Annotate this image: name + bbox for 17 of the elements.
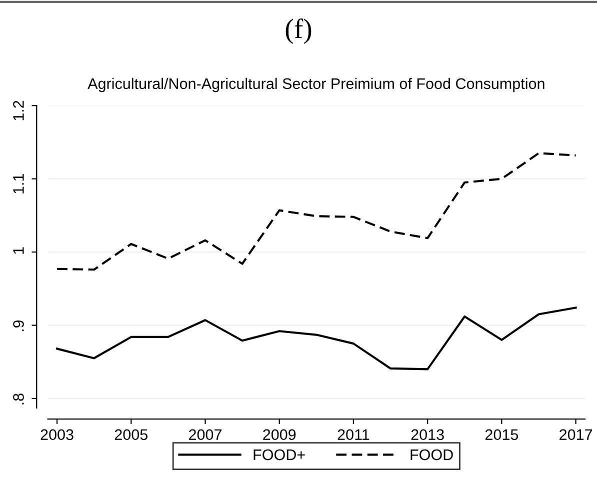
y-tick-label: 1 (13, 247, 24, 254)
y-tick-label: .8 (13, 394, 24, 404)
x-tick-label: 2005 (114, 429, 148, 440)
chart-title: Agricultural/Non-Agricultural Sector Preimium of Food Consumption (88, 78, 544, 92)
legend-label: FOOD (410, 449, 453, 460)
x-tick-label: 2015 (485, 429, 518, 440)
x-tick-label: 2003 (40, 429, 74, 440)
y-tick-label: .9 (13, 320, 24, 332)
legend-label: FOOD+ (254, 449, 305, 460)
x-tick-label: 2009 (263, 429, 296, 440)
y-tick-label: 1.1 (13, 174, 24, 194)
y-tick-label: 1.2 (13, 100, 24, 120)
x-tick-label: 2017 (560, 429, 592, 440)
text: (f) (286, 18, 312, 44)
x-tick-label: 2013 (411, 429, 444, 440)
x-tick-label: 2007 (189, 429, 222, 440)
x-tick-label: 2011 (338, 429, 370, 440)
